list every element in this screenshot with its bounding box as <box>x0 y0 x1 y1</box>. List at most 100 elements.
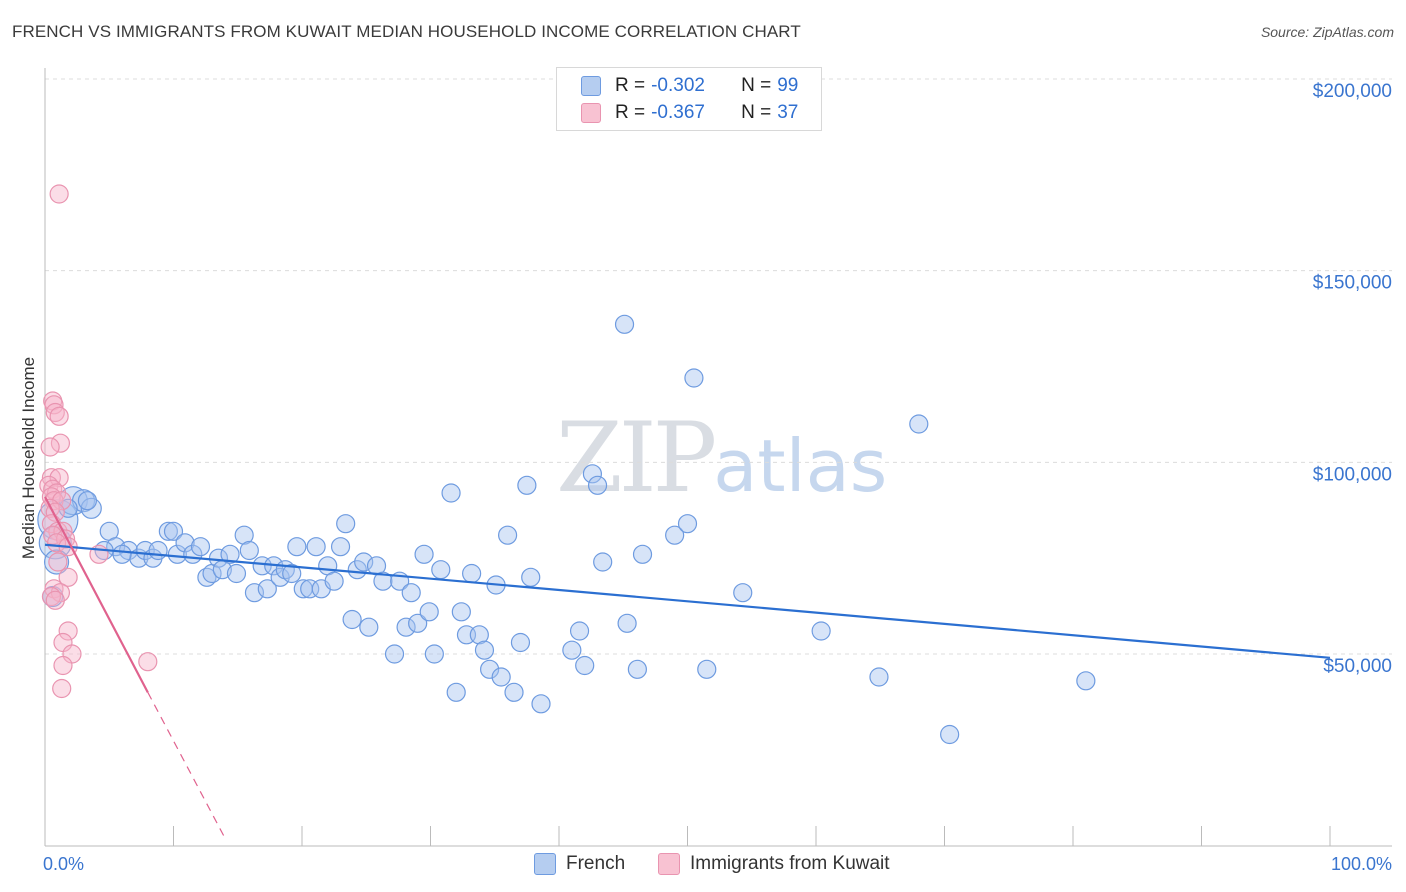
french-swatch <box>581 76 601 96</box>
point-kuwait <box>49 468 69 488</box>
n-value: 37 <box>777 102 799 123</box>
r-label: R = <box>615 75 646 96</box>
kuwait-swatch <box>581 103 601 123</box>
point-kuwait <box>44 395 64 415</box>
point-kuwait <box>45 590 65 610</box>
n-value: 99 <box>777 75 799 96</box>
point-french <box>220 544 240 564</box>
tick-labels: $50,000 $100,000 $150,000 $200,000 0.0% 100.0… <box>19 81 1392 874</box>
point-french <box>451 602 471 622</box>
point-french <box>940 724 960 745</box>
point-french <box>697 659 717 679</box>
point-french <box>244 583 265 603</box>
point-french <box>469 625 489 645</box>
point-french <box>665 525 685 545</box>
point-french <box>575 655 595 676</box>
kuwait-swatch <box>658 853 680 875</box>
point-french <box>441 483 461 503</box>
point-french <box>77 491 98 511</box>
y-tick-label: $150,000 <box>1313 273 1392 294</box>
point-french <box>354 552 374 572</box>
point-french <box>517 475 537 495</box>
axes <box>44 68 1392 847</box>
y-tick-label: $200,000 <box>1313 81 1392 102</box>
french-swatch <box>534 853 556 875</box>
point-french <box>498 525 518 545</box>
point-kuwait <box>52 678 72 699</box>
n-label: N = <box>741 75 772 96</box>
point-french <box>190 537 211 557</box>
point-french <box>342 609 362 630</box>
point-kuwait <box>46 533 67 553</box>
point-french <box>684 368 704 388</box>
legend-item-kuwait: Immigrants from Kuwait <box>658 852 890 876</box>
point-kuwait <box>41 586 62 607</box>
point-french <box>282 563 302 584</box>
point-french <box>324 571 344 591</box>
point-french <box>336 514 356 534</box>
legend-label-kuwait: Immigrants from Kuwait <box>690 853 890 874</box>
trendlines <box>44 496 1331 839</box>
y-tick-label: $100,000 <box>1313 464 1392 485</box>
chart-title: FRENCH VS IMMIGRANTS FROM KUWAIT MEDIAN … <box>12 22 801 41</box>
legend-label-french: French <box>566 853 626 874</box>
point-french <box>474 640 495 660</box>
trendline-kuwait <box>44 496 149 693</box>
point-french <box>632 544 653 564</box>
watermark: ZIPatlas <box>556 402 887 514</box>
point-french <box>414 544 434 564</box>
watermark-atlas: atlas <box>713 424 888 508</box>
point-kuwait <box>49 184 69 204</box>
point-french <box>234 525 254 545</box>
point-french <box>158 521 178 541</box>
legend-row-kuwait: R = -0.367 N = 37 <box>581 101 798 125</box>
source-label: Source: ZipAtlas.com <box>1260 24 1394 40</box>
point-french <box>510 632 531 653</box>
point-french <box>373 571 393 591</box>
point-french <box>300 579 320 599</box>
point-french <box>419 602 439 622</box>
x-tick-label: 0.0% <box>43 854 84 874</box>
point-kuwait <box>39 475 59 495</box>
point-kuwait <box>58 567 78 587</box>
point-kuwait <box>49 406 69 426</box>
point-french <box>869 667 889 687</box>
point-french <box>627 659 647 679</box>
point-french <box>431 560 451 580</box>
point-french <box>306 537 326 557</box>
point-kuwait <box>52 491 72 511</box>
point-french <box>480 659 500 679</box>
n-label: N = <box>741 102 772 123</box>
point-french <box>163 521 184 541</box>
point-french <box>733 583 753 603</box>
point-french <box>462 563 482 584</box>
point-kuwait <box>138 652 158 672</box>
point-kuwait <box>58 621 78 641</box>
point-french <box>167 544 187 564</box>
point-french <box>569 621 590 641</box>
point-french <box>491 667 511 687</box>
point-french <box>384 644 405 664</box>
point-french <box>677 514 698 534</box>
y-axis-label: Median Household Income <box>19 357 38 559</box>
point-french <box>226 563 247 584</box>
legend-row-french: R = -0.302 N = 99 <box>581 74 798 98</box>
point-french <box>617 613 637 633</box>
grid <box>45 78 1392 655</box>
point-french <box>330 537 351 557</box>
point-french <box>811 621 831 641</box>
point-french <box>424 644 444 664</box>
point-french <box>408 613 428 633</box>
point-french <box>347 560 367 580</box>
point-french <box>396 617 416 637</box>
point-french <box>582 464 603 484</box>
watermark-zip: ZIP <box>556 402 717 514</box>
correlation-legend: R = -0.302 N = 99 R = -0.367 N = 37 <box>556 67 822 131</box>
x-tick-label: 100.0% <box>1331 854 1392 874</box>
point-kuwait <box>40 437 60 457</box>
point-french <box>1076 671 1096 691</box>
point-french <box>531 694 551 714</box>
point-french <box>148 540 168 561</box>
point-french <box>252 556 272 576</box>
